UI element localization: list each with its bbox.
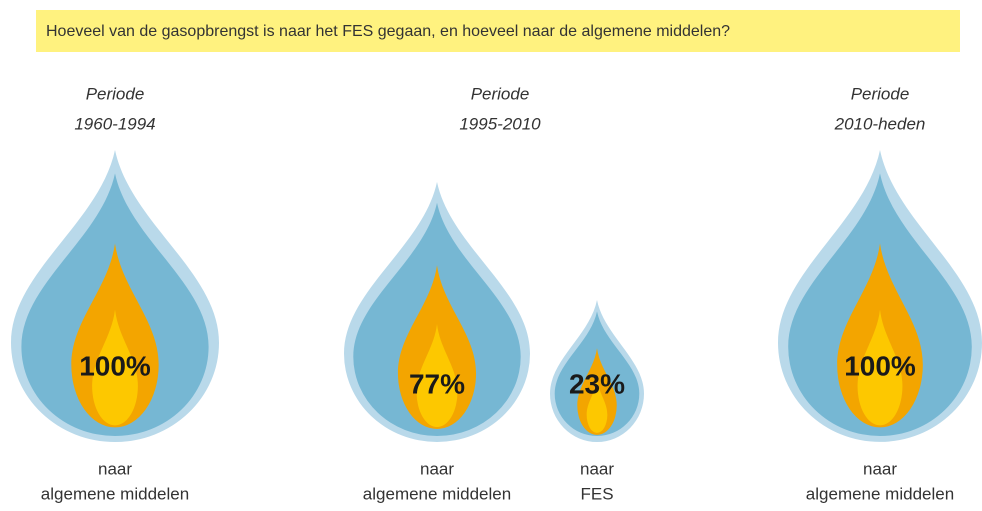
caption: algemene middelen (806, 484, 954, 503)
caption: naar (98, 459, 132, 478)
caption: naar (580, 459, 614, 478)
period-label: Periode (851, 84, 910, 103)
caption: algemene middelen (41, 484, 189, 503)
caption: algemene middelen (363, 484, 511, 503)
percentage: 77% (409, 368, 465, 399)
period-label: Periode (86, 84, 145, 103)
infographic: Hoeveel van de gasopbrengst is naar het … (0, 0, 982, 506)
percentage: 100% (79, 350, 151, 381)
period-label: 1995-2010 (459, 114, 541, 133)
question: Hoeveel van de gasopbrengst is naar het … (46, 23, 730, 40)
period-label: 1960-1994 (74, 114, 155, 133)
percentage: 100% (844, 350, 916, 381)
period-label: 2010-heden (834, 114, 926, 133)
caption: naar (863, 459, 897, 478)
period-label: Periode (471, 84, 530, 103)
percentage: 23% (569, 368, 625, 399)
caption: FES (580, 484, 613, 503)
caption: naar (420, 459, 454, 478)
